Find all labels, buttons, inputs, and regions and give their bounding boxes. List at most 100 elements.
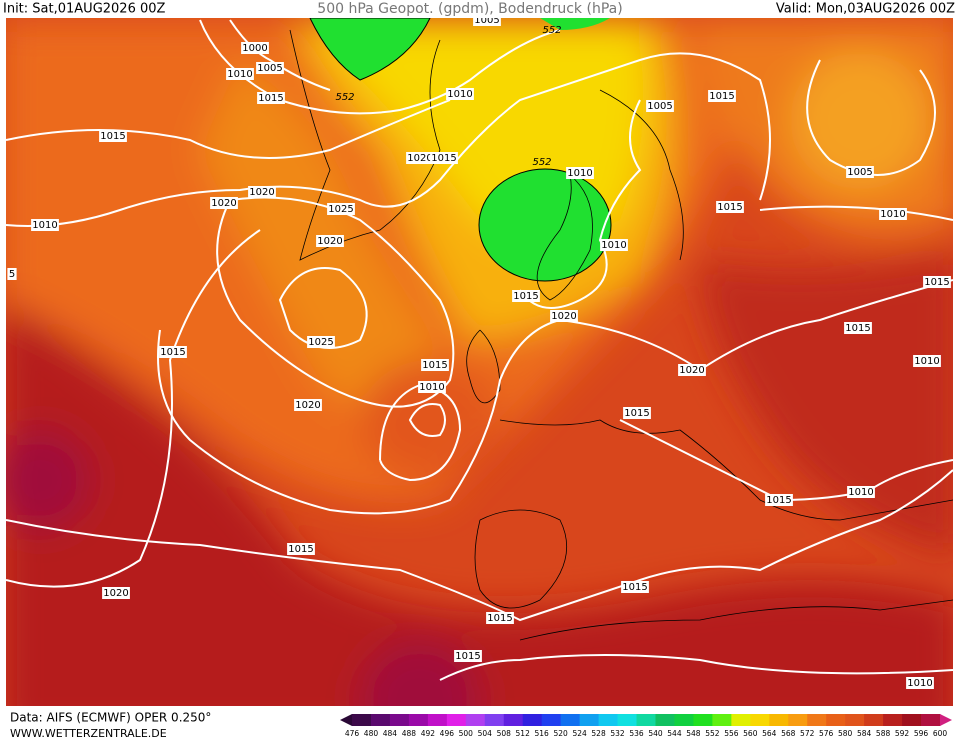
isobar-label-bg (846, 166, 874, 178)
isobar-label: 1020 (407, 153, 432, 164)
colorbar-swatch (731, 714, 751, 726)
colorbar-swatch (826, 714, 846, 726)
isobar-label-bg (294, 399, 322, 411)
colorbar-tick-label: 568 (781, 729, 796, 738)
isobar-label: 1025 (308, 337, 333, 348)
colorbar-tick-label: 596 (914, 729, 929, 738)
isobar-label: 1010 (914, 356, 939, 367)
colorbar-tick-label: 488 (402, 729, 417, 738)
map-title: 500 hPa Geopot. (gpdm), Bodendruck (hPa) (317, 1, 622, 17)
isobar-label: 1005 (257, 63, 282, 74)
isobar-label-bg (159, 346, 187, 358)
isobar-label-bg (913, 355, 941, 367)
colorbar-swatch (674, 714, 694, 726)
colorbar-swatch (579, 714, 600, 726)
colorbar-tick-label: 536 (629, 729, 644, 738)
colorbar-swatch (446, 714, 467, 726)
colorbar-swatch (636, 714, 656, 726)
colorbar-swatch (693, 714, 713, 726)
isobar-label: 1005 (474, 15, 499, 26)
isobar-label-bg (7, 268, 17, 280)
valid-time: Valid: Mon,03AUG2026 00Z (776, 2, 955, 17)
colorbar-swatch (389, 714, 410, 726)
colorbar-swatch (769, 714, 789, 726)
colorbar-arrow-low (340, 714, 352, 726)
isobar-label-bg (550, 310, 578, 322)
isobar-label: 1015 (709, 91, 734, 102)
isobar-label: 1015 (455, 651, 480, 662)
isobar-label: 1010 (601, 240, 626, 251)
isobar-label: 1010 (907, 678, 932, 689)
colorbar-tick-label: 588 (876, 729, 891, 738)
isobar-label: 1020 (551, 311, 576, 322)
colorbar-tick-label: 552 (705, 729, 720, 738)
geopotential-label: 552 (542, 25, 561, 36)
colorbar-swatch (522, 714, 543, 726)
isobar-label-bg (256, 62, 284, 74)
isobar-label: 1015 (100, 131, 125, 142)
colorbar-tick-label: 476 (345, 729, 360, 738)
isobar-label: 1010 (419, 382, 444, 393)
isobar-label: 1015 (288, 544, 313, 555)
colorbar-tick-label: 548 (686, 729, 701, 738)
isobar-label: 1000 (242, 43, 267, 54)
isobar-label: 1015 (766, 495, 791, 506)
colorbar-tick-label: 584 (857, 729, 872, 738)
colorbar-tick-label: 516 (535, 729, 550, 738)
isobar-label-bg (418, 381, 446, 393)
colorbar-arrow-high (940, 714, 952, 726)
isobar-label: 1015 (622, 582, 647, 593)
isobar-label-bg (99, 130, 127, 142)
isobar-label: 1010 (227, 69, 252, 80)
colorbar-swatch (921, 714, 941, 726)
colorbar-tick-label: 532 (610, 729, 625, 738)
colorbar-swatch (655, 714, 675, 726)
colorbar-swatch (845, 714, 865, 726)
isobar-label-bg (847, 486, 875, 498)
colorbar-swatch (427, 714, 448, 726)
isobar-label: 1015 (431, 153, 456, 164)
colorbar-swatch (560, 714, 581, 726)
isobar-label-bg (241, 42, 269, 54)
colorbar-tick-label: 580 (838, 729, 853, 738)
colorbar-swatch (598, 714, 619, 726)
colorbar-tick-label: 600 (933, 729, 948, 738)
colorbar-tick-label: 592 (895, 729, 910, 738)
isobar-label-bg (473, 18, 501, 26)
isobar-label-bg (248, 186, 276, 198)
colorbar-tick-label: 564 (762, 729, 777, 738)
isobar-label: 1005 (647, 101, 672, 112)
colorbar-swatch (617, 714, 638, 726)
isobar-label: 1015 (422, 360, 447, 371)
isobar-label-bg (287, 543, 315, 555)
isobar-label-bg (31, 219, 59, 231)
colorbar-tick-label: 508 (497, 729, 512, 738)
isobar-label: 1015 (924, 277, 949, 288)
isobar-label: 1010 (848, 487, 873, 498)
isobar-label: 1005 (847, 167, 872, 178)
isobar-label: 1010 (447, 89, 472, 100)
isobar-label-bg (923, 276, 951, 288)
data-source: Data: AIFS (ECMWF) OPER 0.250° (10, 711, 211, 725)
isobar-label: 5 (9, 269, 15, 280)
colorbar-tick-label: 560 (743, 729, 758, 738)
isobar-label-bg (844, 322, 872, 334)
isobar-label-bg (512, 290, 540, 302)
isobar-label: 1015 (160, 347, 185, 358)
colorbar: 476 480 484 488 492 496 500 504 508 512 516 520 524 5… (340, 714, 952, 738)
colorbar-tick-label: 576 (819, 729, 834, 738)
colorbar-tick-label: 504 (478, 729, 493, 738)
colorbar-tick-label: 480 (364, 729, 379, 738)
isobar-label-bg (486, 612, 514, 624)
isobar-label-bg (210, 197, 238, 209)
colorbar-swatch (750, 714, 770, 726)
colorbar-tick-label: 572 (800, 729, 815, 738)
isobar-label: 1015 (624, 408, 649, 419)
isobar-label-bg (257, 92, 285, 104)
isobar-label-bg (316, 235, 344, 247)
geopotential-label: 552 (532, 157, 551, 168)
site-url: WWW.WETTERZENTRALE.DE (10, 727, 167, 740)
isobar-label: 1015 (845, 323, 870, 334)
colorbar-tick-label: 512 (516, 729, 531, 738)
isobar-label-bg (906, 677, 934, 689)
